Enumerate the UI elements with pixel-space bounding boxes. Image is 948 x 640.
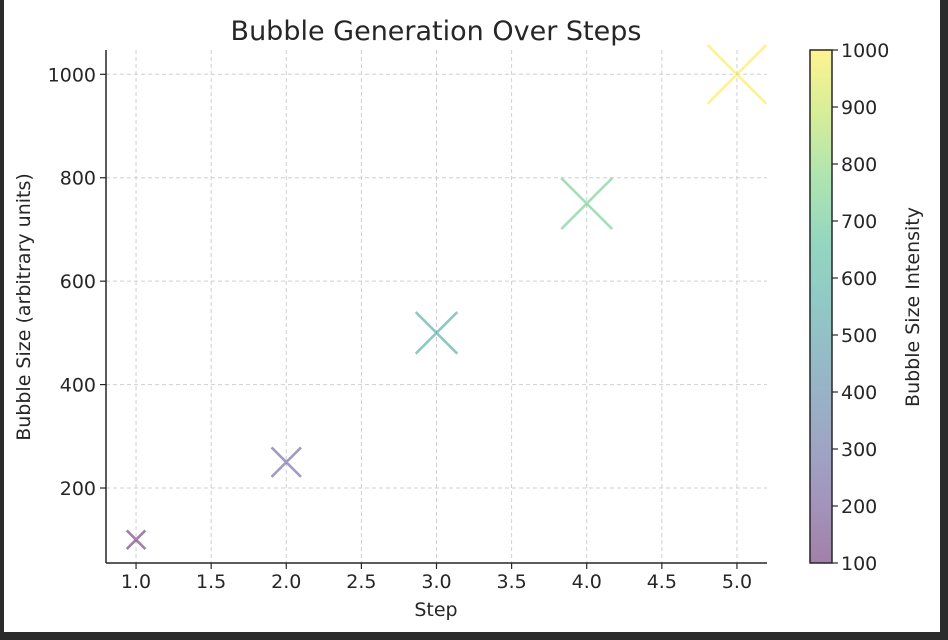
marker-stroke [414,311,459,355]
y-tick-label: 200 [60,478,96,500]
colorbar-gradient [810,50,832,563]
data-point [560,177,614,230]
x-tick-label: 5.0 [722,571,752,593]
data-point [270,446,302,478]
y-axis-ticks: 200 400 600 800 1000 [48,64,106,500]
marker-stroke [270,446,302,478]
marker-stroke [125,529,147,550]
data-point [706,43,768,105]
x-tick-label: 1.0 [121,571,151,593]
y-tick-label: 800 [60,168,96,190]
y-tick-label: 1000 [48,64,96,86]
colorbar-tick-label: 1000 [841,40,889,62]
chart-title: Bubble Generation Over Steps [231,16,642,47]
x-tick-label: 2.0 [271,571,301,593]
marker-stroke [706,43,768,105]
data-point [414,311,459,355]
x-tick-label: 4.5 [647,571,677,593]
colorbar-label: Bubble Size Intensity [902,207,924,407]
colorbar-tick-label: 200 [841,496,877,518]
data-markers [125,43,768,550]
colorbar-frame [809,49,833,564]
colorbar-tick-label: 100 [841,553,877,575]
colorbar-tick-label: 600 [841,268,877,290]
scatter-chart: Bubble Generation Over Steps 1.0 1.5 2.0 2.… [13,16,924,621]
x-tick-label: 2.5 [346,571,376,593]
x-tick-label: 3.5 [497,571,527,593]
x-tick-label: 3.0 [421,571,451,593]
data-point [125,529,147,550]
y-axis-label: Bubble Size (arbitrary units) [13,173,35,441]
marker-stroke [560,177,614,230]
colorbar: 100 200 300 400 500 600 700 800 900 1000 [809,40,889,575]
colorbar-tick-label: 900 [841,97,877,119]
grid [106,50,767,563]
colorbar-tick-label: 500 [841,325,877,347]
y-tick-label: 600 [60,271,96,293]
colorbar-tick-label: 400 [841,382,877,404]
colorbar-tick-label: 700 [841,211,877,233]
x-tick-label: 1.5 [196,571,226,593]
chart-canvas: Bubble Generation Over Steps 1.0 1.5 2.0 2.… [4,0,940,632]
y-tick-label: 400 [60,375,96,397]
x-axis-label: Step [414,599,457,621]
colorbar-tick-label: 300 [841,439,877,461]
colorbar-tick-label: 800 [841,154,877,176]
x-tick-label: 4.0 [572,571,602,593]
x-axis-ticks: 1.0 1.5 2.0 2.5 3.0 3.5 4.0 4.5 5.0 [121,563,752,593]
